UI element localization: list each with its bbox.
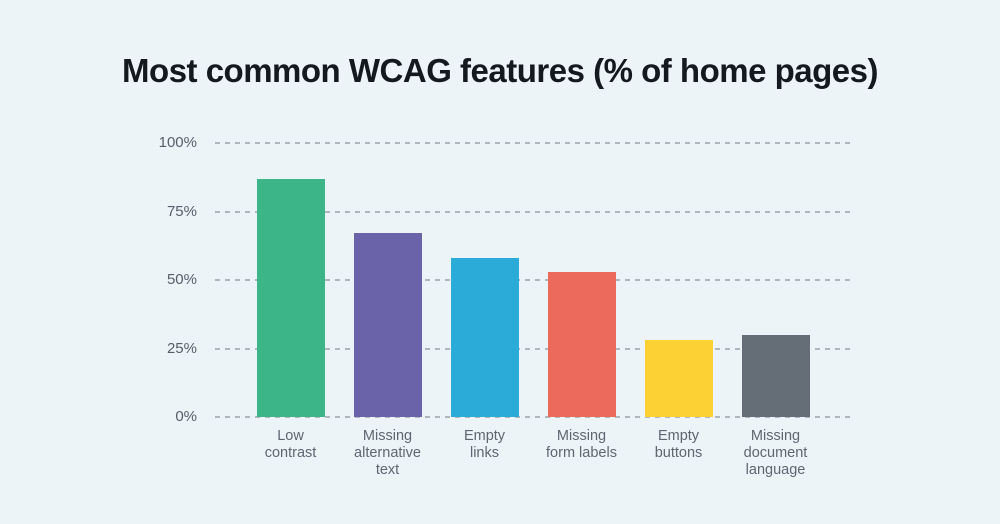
chart-title: Most common WCAG features (% of home pag… — [122, 52, 878, 89]
bar-missing-document-language — [741, 334, 810, 417]
y-tick-label: 100% — [158, 134, 197, 151]
bar-label-missing-alternative-text: Missing alternative text — [354, 428, 421, 478]
bar-empty-buttons — [644, 340, 713, 417]
gridline — [215, 347, 851, 350]
bar-missing-alternative-text — [353, 233, 422, 417]
gridline — [215, 210, 851, 213]
bar-column-missing-document-language: Missing document language — [741, 143, 810, 478]
y-tick-label: 50% — [166, 271, 197, 288]
bar-column-empty-links: Empty links — [450, 143, 519, 461]
y-tick-label: 75% — [166, 202, 197, 220]
bar-label-low-contrast: Low contrast — [264, 428, 317, 461]
y-axis: 100% 75% 50% 25% 0% — [0, 0, 197, 524]
plot-area: Low contrast Missing alternative text Empt… — [215, 142, 851, 478]
gridline — [215, 416, 851, 418]
bar-empty-links — [450, 258, 519, 417]
bar-label-missing-document-language: Missing document language — [743, 428, 808, 478]
bar-label-empty-links: Empty links — [463, 428, 506, 461]
bar-missing-form-labels — [547, 271, 616, 417]
bar-column-empty-buttons: Empty buttons — [644, 143, 713, 461]
bar-label-missing-form-labels: Missing form labels — [546, 428, 617, 461]
bar-low-contrast — [256, 178, 325, 417]
y-tick-label: 0% — [175, 408, 197, 425]
y-tick-label: 25% — [166, 339, 197, 357]
gridline — [215, 142, 851, 144]
bar-column-low-contrast: Low contrast — [256, 143, 325, 461]
bars-row: Low contrast Missing alternative text Empt… — [215, 143, 851, 478]
gridline — [215, 279, 851, 281]
bar-column-missing-form-labels: Missing form labels — [546, 143, 617, 461]
bar-column-missing-alternative-text: Missing alternative text — [353, 143, 422, 478]
bar-label-empty-buttons: Empty buttons — [654, 428, 703, 461]
